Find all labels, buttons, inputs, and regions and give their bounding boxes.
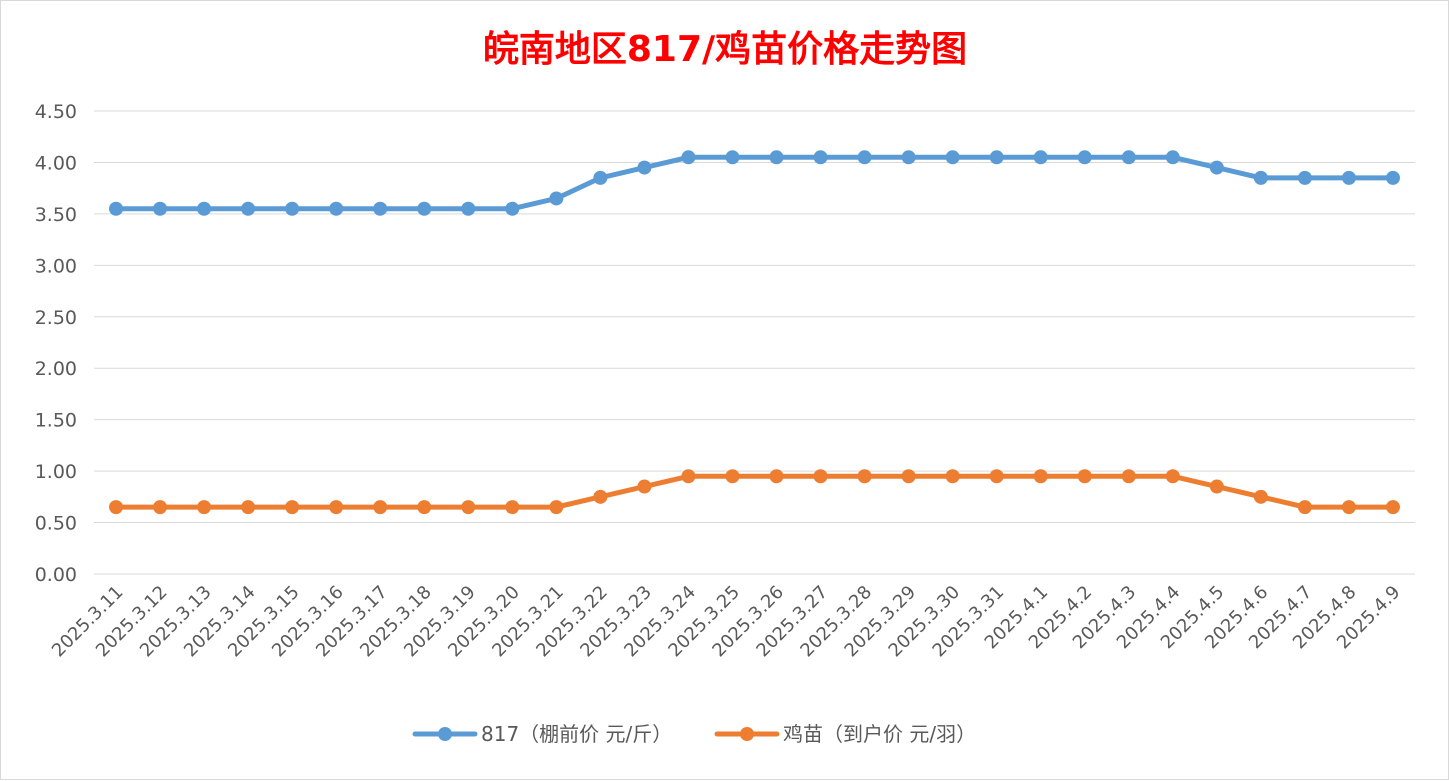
legend-swatch-marker [438, 727, 452, 741]
data-point [1121, 469, 1136, 484]
series-2 [109, 469, 1400, 515]
data-point [197, 201, 212, 216]
data-point [989, 469, 1004, 484]
data-point [241, 500, 256, 515]
data-point [329, 201, 344, 216]
data-point [901, 469, 916, 484]
data-point [681, 150, 696, 165]
data-point [857, 150, 872, 165]
data-point [1253, 489, 1268, 504]
data-point [1297, 500, 1312, 515]
y-tick-label: 2.00 [35, 358, 77, 380]
data-point [505, 201, 520, 216]
data-point [945, 150, 960, 165]
data-point [593, 489, 608, 504]
data-point [769, 469, 784, 484]
data-point [549, 500, 564, 515]
y-tick-label: 1.50 [35, 410, 77, 432]
data-point [989, 150, 1004, 165]
data-point [329, 500, 344, 515]
data-point [769, 150, 784, 165]
data-point [901, 150, 916, 165]
data-point [1077, 150, 1092, 165]
data-point [373, 201, 388, 216]
data-point [1165, 469, 1180, 484]
data-point [417, 201, 432, 216]
data-point [197, 500, 212, 515]
data-point [1165, 150, 1180, 165]
data-point [1121, 150, 1136, 165]
data-point [1385, 170, 1400, 185]
series-1 [109, 150, 1400, 216]
data-point [637, 479, 652, 494]
chart-title: 皖南地区817/鸡苗价格走势图 [483, 29, 967, 70]
y-tick-label: 4.50 [35, 101, 77, 123]
y-tick-label: 3.50 [35, 204, 77, 226]
legend-swatch-marker [740, 727, 754, 741]
data-point [725, 150, 740, 165]
x-axis-ticks: 2025.3.112025.3.122025.3.132025.3.142025… [48, 582, 1405, 662]
data-point [637, 160, 652, 175]
series-line [113, 154, 1396, 212]
legend-item-2: 鸡苗（到户价 元/羽） [714, 722, 976, 746]
data-point [373, 500, 388, 515]
data-point [1297, 170, 1312, 185]
data-point [285, 201, 300, 216]
y-tick-label: 4.00 [35, 152, 77, 174]
data-point [505, 500, 520, 515]
y-tick-label: 2.50 [35, 307, 77, 329]
series-line [113, 473, 1396, 510]
data-point [857, 469, 872, 484]
legend: 817（棚前价 元/斤） 鸡苗（到户价 元/羽） [412, 722, 976, 746]
data-point [681, 469, 696, 484]
y-tick-label: 1.00 [35, 461, 77, 483]
gridlines [94, 110, 1415, 575]
y-tick-label: 0.50 [35, 513, 77, 535]
data-point [1033, 150, 1048, 165]
data-point [417, 500, 432, 515]
data-point [241, 201, 256, 216]
data-point [109, 201, 124, 216]
data-point [153, 201, 168, 216]
data-point [593, 170, 608, 185]
data-point [1077, 469, 1092, 484]
data-point [1385, 500, 1400, 515]
data-point [153, 500, 168, 515]
data-point [1253, 170, 1268, 185]
data-point [1033, 469, 1048, 484]
data-point [285, 500, 300, 515]
y-tick-label: 0.00 [35, 564, 77, 586]
data-point [109, 500, 124, 515]
legend-label: 817（棚前价 元/斤） [481, 722, 672, 746]
data-point [1341, 170, 1356, 185]
data-point [813, 469, 828, 484]
data-point [813, 150, 828, 165]
series-lines [109, 150, 1400, 515]
data-point [549, 191, 564, 206]
legend-label: 鸡苗（到户价 元/羽） [783, 722, 976, 746]
data-point [1209, 160, 1224, 175]
data-point [945, 469, 960, 484]
data-point [725, 469, 740, 484]
data-point [461, 500, 476, 515]
data-point [1341, 500, 1356, 515]
data-point [461, 201, 476, 216]
y-tick-label: 3.00 [35, 255, 77, 277]
legend-item-1: 817（棚前价 元/斤） [412, 722, 672, 746]
data-point [1209, 479, 1224, 494]
y-axis-ticks: 0.00 0.50 1.00 1.50 2.00 2.50 3.00 3.50 4.00 4.50 [35, 101, 77, 586]
